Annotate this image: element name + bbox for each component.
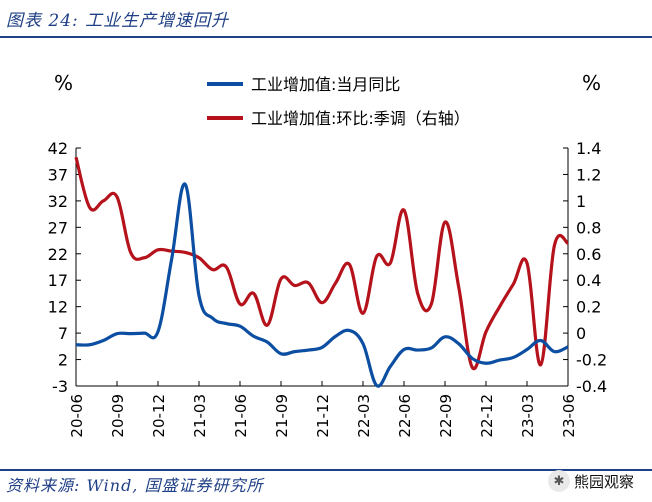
series-line-mom-seasonally-adjusted xyxy=(74,156,570,371)
series-layer xyxy=(74,156,570,388)
y-left-tick-label: 7 xyxy=(58,324,68,343)
y-right-tick-label: 0.8 xyxy=(576,218,601,237)
x-tick-label: 23-06 xyxy=(560,394,578,438)
x-tick-label: 21-03 xyxy=(191,394,209,438)
title-divider xyxy=(0,36,652,38)
y-left-tick-label: -3 xyxy=(52,377,68,396)
y-left-tick-label: 32 xyxy=(48,192,68,211)
y-right-tick-label: 1 xyxy=(576,192,586,211)
y-right-tick-label: 1.4 xyxy=(576,139,601,158)
right-unit-label: % xyxy=(582,71,601,95)
y-right-tick-label: 0.2 xyxy=(576,298,601,317)
x-tick-label: 22-09 xyxy=(437,394,455,438)
x-tick-label: 22-03 xyxy=(355,394,373,438)
left-unit-label: % xyxy=(54,71,73,95)
y-right-tick-label: -0.2 xyxy=(576,351,607,370)
y-right-tick-label: 0.6 xyxy=(576,245,601,264)
y-left-tick-label: 12 xyxy=(48,298,68,317)
x-tick-label: 20-12 xyxy=(150,394,168,438)
legend-label-series2: 工业增加值:环比:季调（右轴） xyxy=(251,109,470,128)
y-left-tick-label: 17 xyxy=(48,271,68,290)
axes: 42 37 32 27 22 17 12 7 2 -3 1.4 1.2 1 0.8 0.6 0.4 0.2 0 -0… xyxy=(48,139,608,438)
y-right-tick-label: 1.2 xyxy=(576,165,601,184)
legend-label-series1: 工业增加值:当月同比 xyxy=(251,75,400,94)
y-right-tick-label: 0.4 xyxy=(576,271,601,290)
x-tick-label: 22-06 xyxy=(396,394,414,438)
x-tick-label: 20-09 xyxy=(109,394,127,438)
x-tick-label: 21-09 xyxy=(273,394,291,438)
y-left-tick-label: 22 xyxy=(48,245,68,264)
x-tick-label: 23-03 xyxy=(519,394,537,438)
x-tick-label: 20-06 xyxy=(68,394,86,438)
watermark: ✱ 熊园观察 xyxy=(547,470,634,492)
source-note: 资料来源: Wind, 国盛证券研究所 xyxy=(6,476,264,495)
y-left-tick-label: 27 xyxy=(48,218,68,237)
y-left-tick-label: 42 xyxy=(48,139,68,158)
y-right-tick-label: 0 xyxy=(576,324,586,343)
y-left-tick-label: 2 xyxy=(58,351,68,370)
x-tick-label: 21-06 xyxy=(232,394,250,438)
y-right-tick-label: -0.4 xyxy=(576,377,607,396)
chart: % % 工业增加值:当月同比 工业增加值:环比:季调（右轴） 423732272… xyxy=(48,71,608,438)
x-tick-label: 22-12 xyxy=(478,394,496,438)
y-left-tick-label: 37 xyxy=(48,165,68,184)
footer-divider xyxy=(0,469,652,471)
x-tick-label: 21-12 xyxy=(314,394,332,438)
series-line-yoy xyxy=(75,182,569,388)
figure-title: 图表 24: 工业生产增速回升 xyxy=(6,11,230,31)
watermark-label: 熊园观察 xyxy=(573,472,634,491)
wechat-icon: ✱ xyxy=(547,470,570,492)
